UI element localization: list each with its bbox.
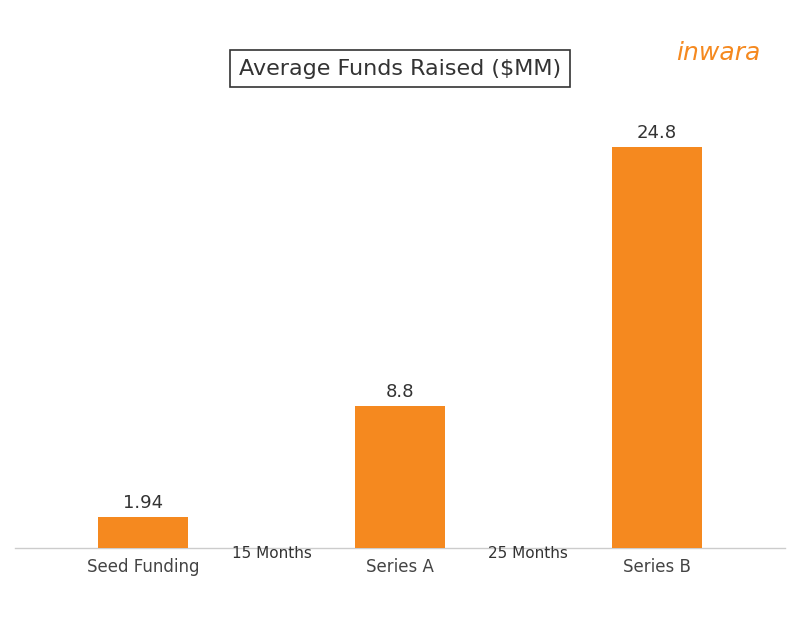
Text: 15 Months: 15 Months <box>232 546 312 561</box>
Bar <box>355 406 445 548</box>
Bar <box>98 517 188 548</box>
Bar <box>612 147 702 548</box>
Text: 8.8: 8.8 <box>386 383 414 401</box>
Title: Average Funds Raised ($MM): Average Funds Raised ($MM) <box>239 58 561 78</box>
Text: 25 Months: 25 Months <box>488 546 568 561</box>
Text: inwara: inwara <box>676 41 760 65</box>
Text: 1.94: 1.94 <box>123 494 163 512</box>
Text: NW: NW <box>616 40 640 59</box>
Text: 24.8: 24.8 <box>637 124 677 142</box>
